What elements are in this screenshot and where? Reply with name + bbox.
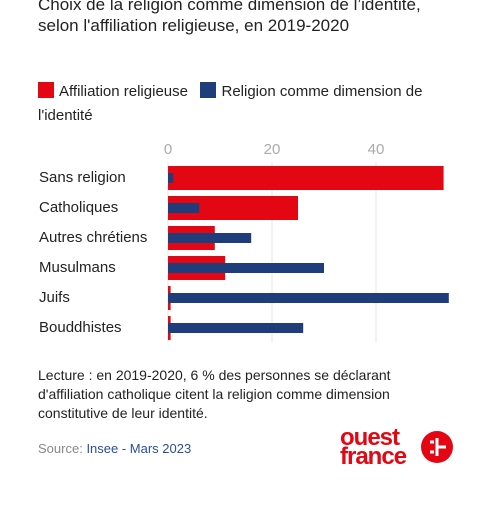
source-label: Source: — [38, 441, 83, 456]
note: Lecture : en 2019-2020, 6 % des personne… — [38, 367, 391, 421]
x-tick-label: 40 — [368, 141, 385, 158]
legend-label: Affiliation religieuse — [59, 83, 188, 100]
logo: ouest france — [340, 424, 453, 470]
source-link[interactable]: Insee - Mars 2023 — [86, 441, 192, 456]
x-tick-label: 0 — [164, 141, 172, 158]
y-tick-label: Musulmans — [39, 259, 116, 276]
bar — [168, 323, 304, 333]
y-tick-label: Bouddhistes — [39, 319, 122, 336]
bar — [168, 203, 200, 213]
bar — [168, 233, 252, 243]
chart-title: Choix de la religion comme dimension de … — [38, 0, 421, 35]
bar — [168, 173, 174, 183]
logo-icon — [421, 431, 453, 463]
y-tick-label: Catholiques — [39, 199, 118, 216]
bar — [168, 166, 444, 190]
legend-swatch — [200, 82, 217, 98]
legend-label: Religion comme dimension de l'identité — [38, 83, 423, 124]
bar — [168, 293, 449, 303]
legend-swatch — [38, 82, 54, 98]
logo-text: france — [340, 443, 407, 470]
bar — [168, 263, 324, 273]
chart: 0 20 40 Sans religion Catholiques Autres chré… — [39, 141, 449, 342]
source: Source: Insee - Mars 2023 — [38, 441, 191, 456]
y-tick-label: Autres chrétiens — [39, 229, 147, 246]
logo-text: ouest — [340, 424, 400, 451]
legend: Affiliation religieuse Religion comme di… — [38, 80, 468, 128]
y-tick-label: Juifs — [39, 289, 70, 306]
x-tick-label: 20 — [264, 141, 281, 158]
y-tick-label: Sans religion — [39, 169, 126, 186]
